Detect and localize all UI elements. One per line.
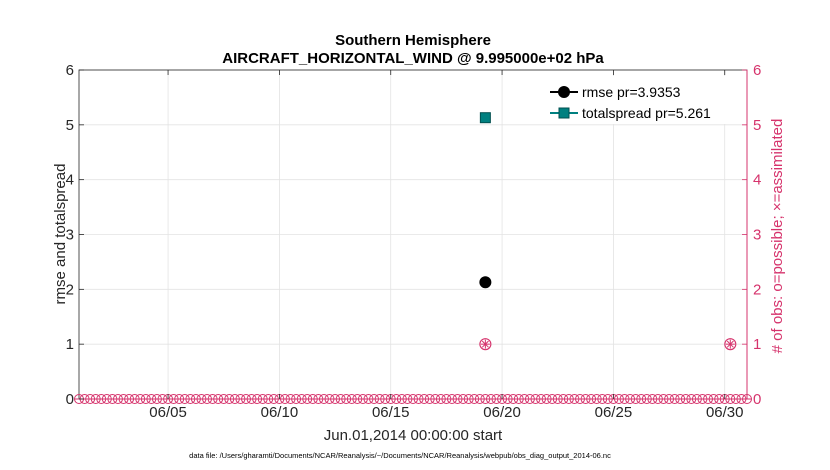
- y-left-tick-label-5: 5: [66, 117, 74, 134]
- obs-assimilated-stroke: [481, 340, 489, 348]
- obs-possible-point: [479, 338, 492, 351]
- legend-rmse-label: rmse pr=3.9353: [582, 84, 681, 100]
- y-left-tick-label-6: 6: [66, 62, 74, 79]
- legend-totalspread-marker: [558, 107, 570, 119]
- x-tick-label-2: 06/15: [372, 404, 410, 421]
- chart-title-line1: Southern Hemisphere: [335, 32, 491, 49]
- y-right-tick-label-5: 5: [753, 117, 761, 134]
- y-left-tick-label-3: 3: [66, 227, 74, 244]
- y-right-tick-label-6: 6: [753, 62, 761, 79]
- legend-box: [545, 76, 745, 124]
- totalspread-point: [479, 112, 491, 124]
- y-right-tick-label-1: 1: [753, 336, 761, 353]
- x-tick-label-1: 06/10: [261, 404, 299, 421]
- y-right-tick-label-2: 2: [753, 281, 761, 298]
- obs-assimilated-point: [480, 339, 490, 349]
- obs-possible-point: [724, 338, 737, 351]
- y-axis-label-left: rmse and totalspread: [52, 164, 69, 305]
- legend-totalspread-label: totalspread pr=5.261: [582, 105, 711, 121]
- x-axis-label: Jun.01,2014 00:00:00 start: [324, 427, 503, 444]
- y-right-tick-label-3: 3: [753, 227, 761, 244]
- x-tick-label-3: 06/20: [483, 404, 521, 421]
- x-tick-label-5: 06/30: [706, 404, 744, 421]
- chart-title-line2: AIRCRAFT_HORIZONTAL_WIND @ 9.995000e+02 …: [222, 50, 604, 67]
- y-left-tick-label-0: 0: [66, 391, 74, 408]
- y-left-tick-label-2: 2: [66, 281, 74, 298]
- legend-rmse-marker: [558, 86, 570, 98]
- x-tick-label-0: 06/05: [149, 404, 187, 421]
- rmse-point: [479, 276, 492, 289]
- y-right-tick-label-0: 0: [753, 391, 761, 408]
- legend: rmse pr=3.9353 totalspread pr=5.261: [545, 76, 745, 124]
- data-marks: [74, 78, 752, 404]
- data-file-footnote: data file: /Users/gharamti/Documents/NCA…: [189, 451, 611, 460]
- y-left-tick-label-4: 4: [66, 172, 74, 189]
- obs-assimilated-point: [725, 339, 735, 349]
- y-left-tick-label-1: 1: [66, 336, 74, 353]
- x-tick-label-4: 06/25: [595, 404, 633, 421]
- obs-assimilated-stroke: [726, 340, 734, 348]
- y-right-tick-label-4: 4: [753, 172, 761, 189]
- y-axis-label-right: # of obs: o=possible; ×=assimilated: [769, 119, 786, 354]
- axis-ticks: 06/05 06/10 06/15 06/20 06/25 06/30 0 1 2 3 4 5 6 0 1 2…: [66, 62, 762, 421]
